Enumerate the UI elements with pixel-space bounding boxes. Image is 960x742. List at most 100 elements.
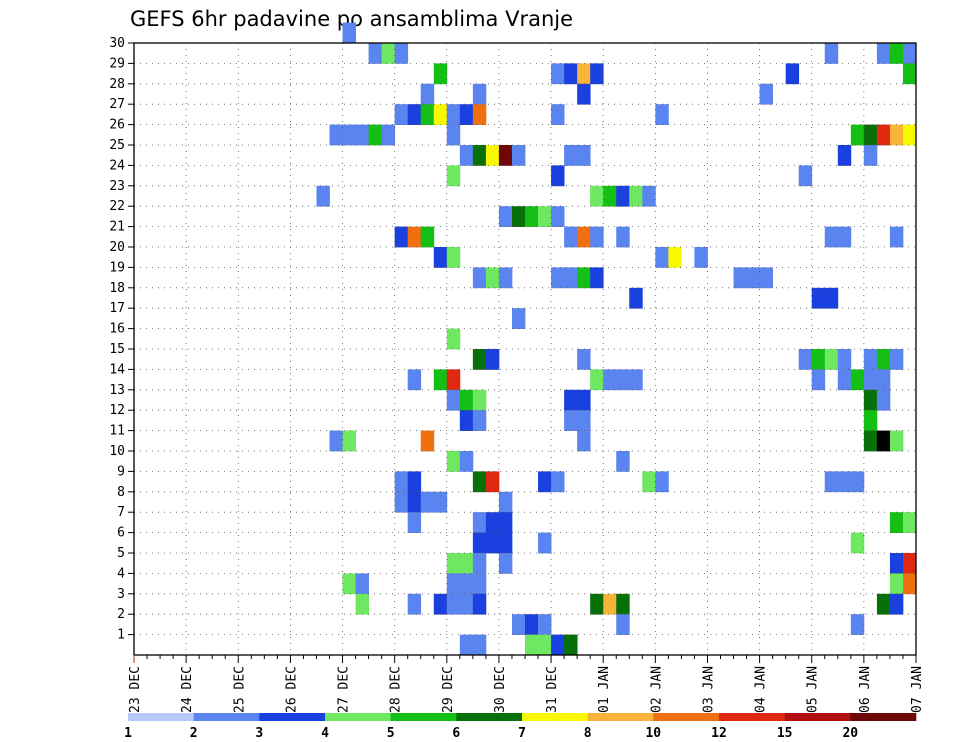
heatmap-cell	[407, 226, 422, 248]
heatmap-cell	[863, 430, 878, 452]
heatmap-cell	[577, 83, 591, 105]
heatmap-cell	[381, 124, 396, 146]
heatmap-cell	[551, 63, 565, 85]
heatmap-cell	[577, 145, 591, 166]
y-tick-label: 6	[117, 526, 125, 541]
heatmap-cell	[472, 532, 487, 554]
heatmap-cell	[329, 124, 343, 146]
heatmap-cell	[694, 247, 708, 268]
colorbar-label: 4	[321, 726, 329, 741]
heatmap-cell	[485, 267, 500, 289]
heatmap-cell	[876, 124, 891, 146]
heatmap-cell	[394, 43, 409, 64]
heatmap-cell	[837, 145, 852, 166]
heatmap-cell	[564, 410, 578, 431]
colorbar-swatch	[456, 713, 523, 721]
x-tick-label: 29 DEC	[441, 666, 456, 713]
heatmap-cell	[850, 532, 865, 554]
colorbar-label: 3	[255, 726, 263, 741]
heatmap-cell	[850, 369, 865, 391]
heatmap-cell	[902, 63, 917, 85]
heatmap-cell	[616, 185, 630, 207]
heatmap-cell	[525, 614, 539, 635]
heatmap-cell	[459, 145, 474, 166]
heatmap-cell	[472, 471, 487, 493]
heatmap-cell	[850, 124, 865, 146]
y-tick-label: 30	[109, 36, 125, 51]
heatmap-cell	[590, 593, 604, 615]
colorbar-swatch	[719, 713, 785, 721]
colorbar-label: 15	[777, 726, 793, 741]
heatmap-cell	[577, 63, 591, 85]
colorbar-label: 12	[711, 726, 727, 741]
heatmap-cell	[902, 573, 917, 595]
heatmap-cell	[472, 104, 487, 125]
heatmap-cell	[811, 369, 826, 391]
heatmap-cell	[472, 349, 487, 370]
colorbar-swatch	[522, 713, 588, 721]
heatmap-cell	[590, 267, 604, 289]
heatmap-cell	[616, 614, 630, 635]
y-tick-label: 25	[109, 138, 125, 153]
heatmap-cell	[863, 389, 878, 411]
x-tick-label: 07 JAN	[910, 666, 925, 713]
heatmap-cell	[668, 247, 682, 268]
heatmap-cell	[342, 22, 356, 44]
x-tick-label: 06 JAN	[858, 666, 873, 713]
heatmap-cell	[525, 634, 539, 656]
y-tick-label: 17	[109, 301, 125, 316]
heatmap-cell	[850, 614, 865, 635]
heatmap-cell	[355, 573, 369, 595]
heatmap-cell	[876, 43, 891, 64]
colorbar-swatch	[128, 713, 194, 721]
heatmap-cell	[889, 553, 904, 574]
heatmap-cell	[889, 349, 904, 370]
y-tick-label: 2	[117, 607, 125, 622]
heatmap-cell	[368, 124, 383, 146]
y-tick-label: 9	[117, 464, 125, 479]
heatmap-cell	[850, 471, 865, 493]
heatmap-cell	[889, 226, 904, 248]
heatmap-cell	[889, 573, 904, 595]
heatmap-cell	[824, 471, 839, 493]
heatmap-cell	[394, 471, 409, 493]
y-tick-label: 1	[117, 628, 125, 643]
heatmap-cell	[485, 349, 500, 370]
heatmap-cell	[446, 124, 461, 146]
heatmap-cell	[511, 145, 526, 166]
heatmap-cell	[798, 165, 813, 187]
heatmap-cell	[798, 349, 813, 370]
heatmap-cell	[564, 634, 578, 656]
heatmap-cell	[876, 389, 891, 411]
heatmap-cell	[472, 573, 487, 595]
y-tick-label: 21	[109, 220, 125, 235]
heatmap-cell	[498, 491, 513, 513]
heatmap-cell	[590, 63, 604, 85]
x-tick-label: 30 DEC	[493, 666, 508, 713]
y-tick-label: 22	[109, 199, 125, 214]
x-tick-label: 31 DEC	[545, 666, 560, 713]
y-tick-label: 11	[109, 424, 125, 439]
y-tick-label: 26	[109, 118, 125, 133]
x-tick-label: 27 DEC	[337, 666, 352, 713]
heatmap-cell	[538, 614, 552, 635]
heatmap-cell	[551, 104, 565, 125]
y-tick-label: 10	[109, 444, 125, 459]
heatmap-cell	[407, 593, 422, 615]
y-axis: 1234567891011121314151617181920212223242…	[109, 36, 134, 643]
heatmap-cell	[655, 104, 669, 125]
y-tick-label: 13	[109, 383, 125, 398]
heatmap-cell	[498, 206, 513, 227]
y-tick-label: 12	[109, 403, 125, 418]
heatmap-cell	[368, 43, 383, 64]
colorbar-swatch	[193, 713, 260, 721]
heatmap-cells	[316, 22, 917, 656]
heatmap-cell	[590, 226, 604, 248]
heatmap-cell	[616, 593, 630, 615]
colorbar-label: 5	[387, 726, 395, 741]
heatmap-cell	[459, 593, 474, 615]
heatmap-cell	[433, 247, 448, 268]
colorbar-swatch	[259, 713, 326, 721]
colorbar-label: 10	[645, 726, 661, 741]
heatmap-cell	[876, 430, 891, 452]
